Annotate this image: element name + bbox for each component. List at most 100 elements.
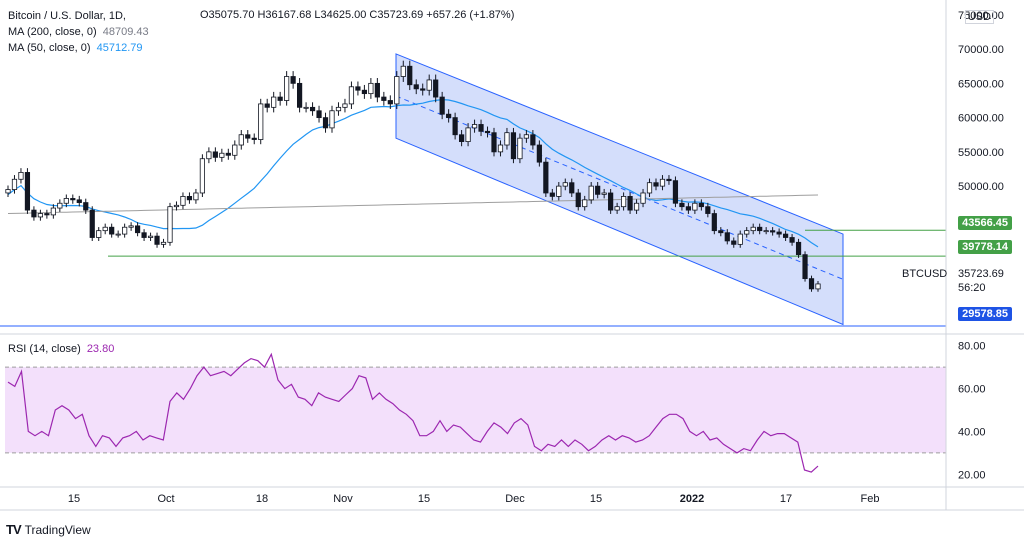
ma200-value: 48709.43 xyxy=(102,26,149,38)
candle-body xyxy=(543,161,549,194)
ticker-label: BTCUSD xyxy=(902,268,948,280)
ma200-line xyxy=(7,194,819,214)
candle-body xyxy=(238,134,244,146)
candle-body xyxy=(458,134,465,142)
candle-body xyxy=(361,89,368,95)
candle-body xyxy=(718,230,724,234)
candle-body xyxy=(225,152,231,156)
candle-body xyxy=(70,198,76,201)
tradingview-logo[interactable]: TV TradingView xyxy=(6,522,91,537)
candle-body xyxy=(11,178,18,190)
candle-body xyxy=(24,172,31,211)
candle-body xyxy=(212,151,218,158)
candle-body xyxy=(134,225,141,234)
candle-body xyxy=(245,134,251,139)
candle-body xyxy=(57,202,63,209)
candle-body xyxy=(478,124,484,132)
candle-body xyxy=(504,132,510,146)
candle-body xyxy=(63,198,69,204)
candle-body xyxy=(284,76,290,101)
price-tick-label: 60000.00 xyxy=(958,113,1004,125)
candle-body xyxy=(147,235,154,238)
symbol-title: Bitcoin / U.S. Dollar, 1D, xyxy=(8,9,129,23)
candle-body xyxy=(433,79,439,98)
candle-body xyxy=(659,178,666,187)
candle-body xyxy=(439,96,445,115)
rsi-tick-label: 20.00 xyxy=(958,469,986,481)
candle-body xyxy=(446,113,452,119)
candle-body xyxy=(601,192,607,195)
candle-body xyxy=(102,226,108,232)
candle-body xyxy=(122,226,128,235)
candle-body xyxy=(180,196,186,206)
candle-body xyxy=(303,106,309,109)
candle-body xyxy=(394,76,400,105)
price-tick-label: 50000.00 xyxy=(958,181,1004,193)
candle-body xyxy=(763,230,769,233)
candle-body xyxy=(31,209,37,218)
candle-body xyxy=(219,152,225,158)
candle-body xyxy=(206,151,212,160)
time-tick-label: Oct xyxy=(157,493,174,505)
candle-body xyxy=(770,230,776,233)
last-price: 35723.69 xyxy=(958,268,1004,280)
candle-body xyxy=(387,100,393,105)
time-tick-label: 15 xyxy=(68,493,80,505)
price-tick-label: 65000.00 xyxy=(958,78,1004,90)
candle-body xyxy=(37,213,44,218)
candle-body xyxy=(413,84,419,90)
ma50-legend[interactable]: MA (50, close, 0) 45712.79 xyxy=(8,41,146,55)
candle-body xyxy=(296,82,303,108)
candle-body xyxy=(510,132,517,160)
currency-label[interactable]: USD xyxy=(964,10,994,24)
time-tick-label: 15 xyxy=(418,493,430,505)
level-tag-39778: 39778.14 xyxy=(958,240,1012,254)
ma50-line xyxy=(7,98,819,248)
candle-body xyxy=(348,86,355,105)
candle-body xyxy=(186,196,193,201)
candle-body xyxy=(115,233,121,236)
candle-body xyxy=(582,199,588,208)
time-tick-label: Feb xyxy=(861,493,880,505)
ma200-label: MA (200, close, 0) xyxy=(8,26,97,38)
candle-body xyxy=(517,137,523,160)
candle-body xyxy=(128,225,134,228)
candle-body xyxy=(640,192,646,204)
candle-body xyxy=(316,110,322,119)
candle-body xyxy=(407,65,413,86)
level-tag-43566: 43566.45 xyxy=(958,216,1012,230)
candle-body xyxy=(368,82,374,95)
time-tick-label: 15 xyxy=(590,493,602,505)
candle-body xyxy=(795,241,802,256)
candle-body xyxy=(484,130,491,134)
candle-body xyxy=(672,180,679,204)
level-tag-29578: 29578.85 xyxy=(958,307,1012,321)
ma50-value: 45712.79 xyxy=(96,42,143,54)
price-tick-label: 70000.00 xyxy=(958,44,1004,56)
candle-body xyxy=(271,96,277,108)
candle-body xyxy=(621,196,627,208)
candle-body xyxy=(549,192,555,197)
descending-channel[interactable] xyxy=(395,53,844,326)
rsi-tick-label: 40.00 xyxy=(958,426,986,438)
time-tick-label: 17 xyxy=(780,493,792,505)
moving-averages xyxy=(7,98,819,248)
channel-fill xyxy=(395,53,844,326)
candle-body xyxy=(692,202,698,211)
rsi-value: 23.80 xyxy=(86,343,115,355)
ma200-legend[interactable]: MA (200, close, 0) 48709.43 xyxy=(8,25,152,39)
candle-body xyxy=(76,199,82,203)
candle-body xyxy=(264,103,270,108)
candle-body xyxy=(744,230,750,235)
candle-body xyxy=(167,206,173,243)
candle-body xyxy=(374,82,380,98)
candle-body xyxy=(750,226,756,232)
ohlc-readout: O35075.70 H36167.68 L34625.00 C35723.69 … xyxy=(200,9,515,21)
candle-body xyxy=(381,96,387,101)
candle-body xyxy=(724,232,730,242)
rsi-legend[interactable]: RSI (14, close) 23.80 xyxy=(8,342,117,356)
countdown: 56:20 xyxy=(958,282,986,294)
rsi-label: RSI (14, close) xyxy=(8,343,81,355)
candle-body xyxy=(815,283,821,290)
